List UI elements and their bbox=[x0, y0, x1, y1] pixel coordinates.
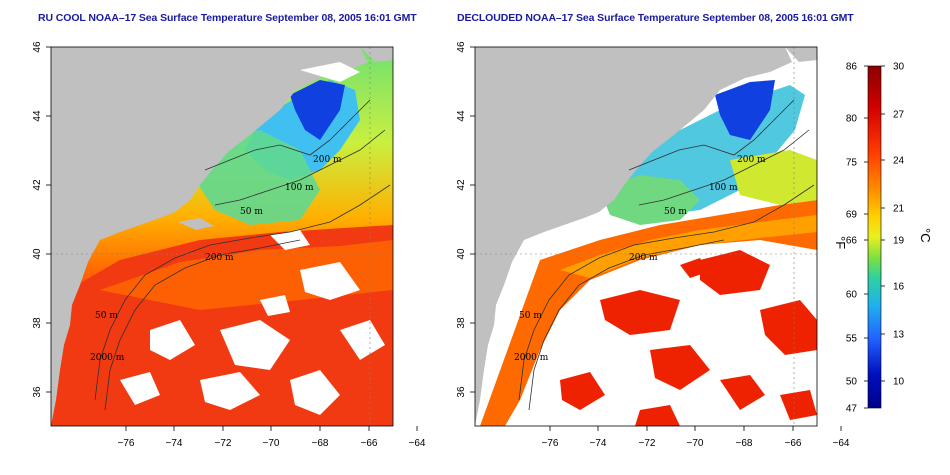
svg-text:200 m: 200 m bbox=[313, 155, 342, 165]
fahrenheit-tick-label: 86 bbox=[846, 62, 858, 73]
celsius-unit-label: °C bbox=[918, 228, 933, 243]
grid-lines bbox=[475, 47, 817, 426]
svg-text:50 m: 50 m bbox=[519, 311, 542, 321]
svg-text:50 m: 50 m bbox=[240, 207, 263, 217]
fahrenheit-tick-label: 75 bbox=[846, 158, 858, 169]
celsius-tick-label: 27 bbox=[893, 110, 905, 121]
y-tick-label: 46 bbox=[32, 41, 43, 53]
land-nova-scotia bbox=[360, 47, 393, 62]
colorbar-scale bbox=[867, 65, 882, 409]
land bbox=[51, 47, 368, 426]
x-tick-label: −76 bbox=[118, 438, 135, 449]
sst-patches bbox=[560, 250, 817, 426]
fahrenheit-tick-label: 60 bbox=[846, 290, 858, 301]
y-tick-label: 38 bbox=[456, 317, 467, 329]
x-tick-label: −64 bbox=[409, 438, 426, 449]
x-tick-label: −68 bbox=[312, 438, 329, 449]
celsius-tick-label: 30 bbox=[893, 62, 905, 73]
georges-bank-water bbox=[600, 175, 700, 225]
y-tick-label: 40 bbox=[32, 248, 43, 260]
y-tick-label: 42 bbox=[456, 179, 467, 191]
celsius-tick-label: 24 bbox=[893, 156, 905, 167]
right-map-frame bbox=[474, 46, 818, 427]
fahrenheit-tick-label: 55 bbox=[846, 334, 858, 345]
colorbar: 86 80 75 69 66 60 55 50 47 30 27 24 21 19 16 13 10 °F °C bbox=[833, 62, 933, 415]
right-map: 200 m 100 m 50 m 200 m 50 m 2000 m bbox=[475, 47, 817, 426]
svg-text:50 m: 50 m bbox=[95, 311, 118, 321]
y-tick-label: 42 bbox=[32, 179, 43, 191]
fahrenheit-tick-label: 66 bbox=[846, 236, 858, 247]
land-nova-scotia bbox=[785, 47, 817, 62]
svg-text:50 m: 50 m bbox=[664, 207, 687, 217]
celsius-tick-label: 10 bbox=[893, 377, 905, 388]
land bbox=[475, 47, 792, 426]
bathymetry-contours bbox=[94, 99, 391, 411]
left-map: 200 m 100 m 50 m 200 m 50 m 2000 m bbox=[51, 47, 393, 426]
y-tick-label: 40 bbox=[456, 248, 467, 260]
fahrenheit-tick-label: 50 bbox=[846, 377, 858, 388]
y-tick-label: 36 bbox=[32, 386, 43, 398]
celsius-tick-label: 21 bbox=[893, 204, 905, 215]
left-map-frame bbox=[50, 46, 394, 427]
y-tick-label: 44 bbox=[456, 110, 467, 122]
warm-water bbox=[480, 200, 817, 426]
left-map-title: RU COOL NOAA–17 Sea Surface Temperature … bbox=[38, 12, 417, 24]
x-tick-label: −64 bbox=[833, 438, 850, 449]
svg-text:200 m: 200 m bbox=[629, 253, 658, 263]
y-tick-label: 36 bbox=[456, 386, 467, 398]
x-tick-label: −66 bbox=[785, 438, 802, 449]
x-tick-label: −76 bbox=[542, 438, 559, 449]
svg-text:2000 m: 2000 m bbox=[514, 353, 549, 363]
right-map-title: DECLOUDED NOAA–17 Sea Surface Temperatur… bbox=[457, 12, 854, 24]
x-tick-label: −74 bbox=[590, 438, 607, 449]
y-tick-label: 38 bbox=[32, 317, 43, 329]
x-tick-label: −74 bbox=[166, 438, 183, 449]
long-island bbox=[178, 218, 214, 230]
bay-of-fundy-cold bbox=[715, 80, 775, 140]
bay-of-fundy-cold bbox=[290, 80, 345, 140]
svg-text:100 m: 100 m bbox=[285, 183, 314, 193]
x-tick-label: −72 bbox=[639, 438, 656, 449]
fahrenheit-tick-label: 80 bbox=[846, 114, 858, 125]
shelf-water bbox=[730, 150, 817, 205]
svg-text:100 m: 100 m bbox=[709, 183, 738, 193]
bathymetry-contours bbox=[518, 99, 815, 411]
x-tick-label: −68 bbox=[736, 438, 753, 449]
svg-text:2000 m: 2000 m bbox=[90, 353, 125, 363]
celsius-tick-label: 19 bbox=[893, 236, 905, 247]
x-tick-label: −66 bbox=[361, 438, 378, 449]
svg-text:200 m: 200 m bbox=[737, 155, 766, 165]
x-tick-label: −70 bbox=[687, 438, 704, 449]
fahrenheit-tick-label: 69 bbox=[846, 210, 858, 221]
contour-labels: 200 m 100 m 50 m 200 m 50 m 2000 m bbox=[514, 155, 766, 363]
y-tick-label: 44 bbox=[32, 110, 43, 122]
contour-labels: 200 m 100 m 50 m 200 m 50 m 2000 m bbox=[90, 155, 342, 363]
fahrenheit-tick-label: 47 bbox=[846, 404, 858, 415]
fahrenheit-unit-label: °F bbox=[833, 236, 848, 249]
y-tick-label: 46 bbox=[456, 41, 467, 53]
celsius-tick-label: 16 bbox=[893, 282, 905, 293]
x-tick-label: −72 bbox=[215, 438, 232, 449]
grid-lines bbox=[51, 47, 393, 426]
celsius-tick-label: 13 bbox=[893, 330, 905, 341]
svg-text:200 m: 200 m bbox=[205, 253, 234, 263]
axes: −76 −74 −72 −70 −68 −66 −64 46 44 42 40 38 36 −76 −74 −… bbox=[32, 41, 850, 449]
cloud-cover bbox=[120, 62, 385, 415]
x-tick-label: −70 bbox=[263, 438, 280, 449]
